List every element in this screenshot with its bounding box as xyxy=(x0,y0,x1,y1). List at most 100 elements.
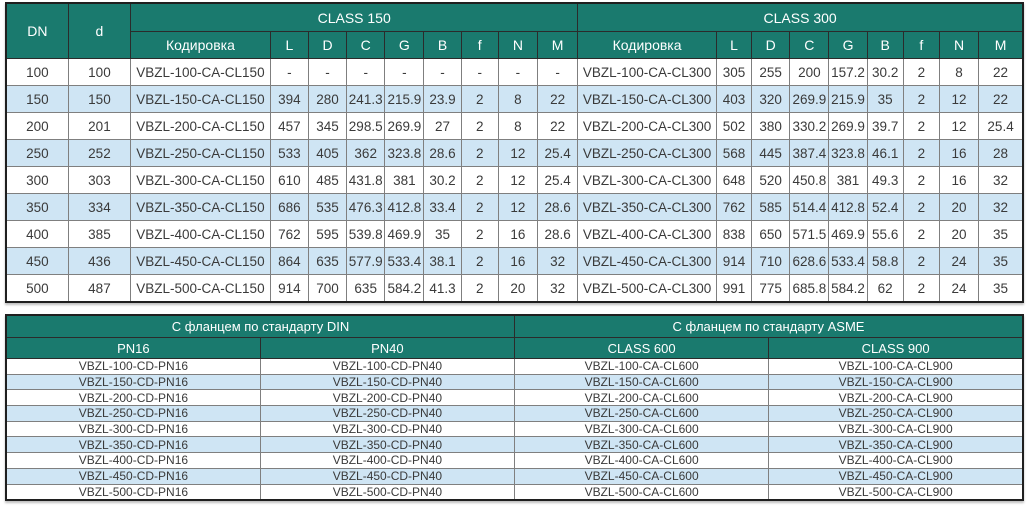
class300-value-cell: 269.9 xyxy=(789,85,830,113)
dimension-row: 300 303 VBZL-300-CA-CL150 610 485 431.8 381 30.… xyxy=(5,166,1024,194)
dimension-row: 400 385 VBZL-400-CA-CL150 762 595 539.8 469.9 3… xyxy=(5,220,1024,248)
class300-value-cell: 650 xyxy=(751,220,791,248)
dn-cell: 400 xyxy=(5,220,69,248)
class150-value-cell: - xyxy=(423,58,462,86)
class150-code-cell: VBZL-100-CA-CL150 xyxy=(130,58,271,86)
class150-value-cell: 2 xyxy=(460,85,499,113)
class300-D-header: D xyxy=(751,31,791,59)
class150-value-cell: 533.4 xyxy=(384,247,425,275)
flange-code-cell: VBZL-100-CA-CL600 xyxy=(513,358,770,375)
class150-value-cell: 635 xyxy=(346,274,386,303)
class300-code-header: Кодировка xyxy=(577,31,717,59)
class300-value-cell: 22 xyxy=(978,85,1024,113)
flange-code-cell: VBZL-300-CA-CL600 xyxy=(513,420,770,438)
class300-value-cell: 2 xyxy=(902,139,940,167)
dn-cell: 450 xyxy=(5,247,69,275)
class150-value-cell: 412.8 xyxy=(384,193,425,221)
class150-value-cell: 533 xyxy=(269,139,309,167)
class150-value-cell: 431.8 xyxy=(346,166,386,194)
class300-value-cell: 20 xyxy=(938,193,980,221)
flange-code-cell: VBZL-450-CD-PN40 xyxy=(259,467,516,485)
dn-column-header: DN xyxy=(5,2,69,59)
flange-code-cell: VBZL-300-CD-PN16 xyxy=(5,420,261,438)
flange-row: VBZL-400-CD-PN16 VBZL-400-CD-PN40 VBZL-400… xyxy=(5,452,1024,469)
class150-code-cell: VBZL-150-CA-CL150 xyxy=(130,85,271,113)
class300-code-cell: VBZL-350-CA-CL300 xyxy=(577,193,717,221)
flange-row: VBZL-100-CD-PN16 VBZL-100-CD-PN40 VBZL-100… xyxy=(5,358,1024,375)
class150-value-cell: 16 xyxy=(497,220,539,248)
d-cell: 436 xyxy=(67,247,132,275)
class150-value-cell: 25.4 xyxy=(536,166,579,194)
class300-value-cell: 12 xyxy=(938,85,980,113)
class300-value-cell: 52.4 xyxy=(866,193,904,221)
dn-cell: 500 xyxy=(5,274,69,303)
flange-code-cell: VBZL-200-CA-CL900 xyxy=(768,389,1024,407)
class300-value-cell: 914 xyxy=(715,247,753,275)
class300-code-cell: VBZL-200-CA-CL300 xyxy=(577,112,717,140)
class300-value-cell: 838 xyxy=(715,220,753,248)
flange-code-cell: VBZL-400-CA-CL900 xyxy=(768,452,1024,469)
class300-value-cell: 2 xyxy=(902,247,940,275)
class300-value-cell: 35 xyxy=(978,274,1024,303)
class150-value-cell: 2 xyxy=(460,139,499,167)
flange-code-cell: VBZL-250-CA-CL900 xyxy=(768,405,1024,422)
dimension-row: 150 150 VBZL-150-CA-CL150 394 280 241.3 215.9 2… xyxy=(5,85,1024,113)
class150-value-cell: 8 xyxy=(497,85,539,113)
class150-B-header: B xyxy=(423,31,462,59)
class150-value-cell: 539.8 xyxy=(346,220,386,248)
flange-row: VBZL-300-CD-PN16 VBZL-300-CD-PN40 VBZL-300… xyxy=(5,420,1024,438)
class300-value-cell: 320 xyxy=(751,85,791,113)
class300-value-cell: 991 xyxy=(715,274,753,303)
class150-value-cell: 8 xyxy=(497,112,539,140)
asme-group-header: С фланцем по стандарту ASME xyxy=(514,314,1024,338)
class150-value-cell: 345 xyxy=(307,112,348,140)
dimension-row: 250 252 VBZL-250-CA-CL150 533 405 362 323.8 28.… xyxy=(5,139,1024,167)
dn-cell: 100 xyxy=(5,58,69,86)
class150-value-cell: 394 xyxy=(269,85,309,113)
class150-value-cell: 2 xyxy=(460,274,499,303)
class300-value-cell: 387.4 xyxy=(789,139,830,167)
class150-value-cell: 457 xyxy=(269,112,309,140)
class150-value-cell: 32 xyxy=(536,274,579,303)
dimension-row: 450 436 VBZL-450-CA-CL150 864 635 577.9 533.4 3… xyxy=(5,247,1024,275)
class150-value-cell: 864 xyxy=(269,247,309,275)
class150-value-cell: 22 xyxy=(536,85,579,113)
flange-code-cell: VBZL-150-CA-CL900 xyxy=(768,373,1024,391)
class300-value-cell: 305 xyxy=(715,58,753,86)
flange-row: VBZL-150-CD-PN16 VBZL-150-CD-PN40 VBZL-150… xyxy=(5,373,1024,391)
class300-value-cell: 215.9 xyxy=(828,85,868,113)
class300-value-cell: 2 xyxy=(902,112,940,140)
class600-header: CLASS 600 xyxy=(513,337,770,359)
flange-code-cell: VBZL-450-CA-CL600 xyxy=(513,467,770,485)
class300-value-cell: 502 xyxy=(715,112,753,140)
class300-value-cell: 58.8 xyxy=(866,247,904,275)
class150-value-cell: 700 xyxy=(307,274,348,303)
flange-code-cell: VBZL-250-CA-CL600 xyxy=(513,405,770,422)
class300-code-cell: VBZL-400-CA-CL300 xyxy=(577,220,717,248)
d-cell: 252 xyxy=(67,139,132,167)
class150-value-cell: 535 xyxy=(307,193,348,221)
class300-value-cell: 568 xyxy=(715,139,753,167)
class150-code-header: Кодировка xyxy=(130,31,271,59)
d-cell: 150 xyxy=(67,85,132,113)
class300-code-cell: VBZL-450-CA-CL300 xyxy=(577,247,717,275)
class300-M-header: M xyxy=(978,31,1024,59)
d-cell: 201 xyxy=(67,112,132,140)
class150-code-cell: VBZL-400-CA-CL150 xyxy=(130,220,271,248)
class300-value-cell: 469.9 xyxy=(828,220,868,248)
class300-value-cell: 445 xyxy=(751,139,791,167)
class300-value-cell: 2 xyxy=(902,220,940,248)
class150-value-cell: - xyxy=(269,58,309,86)
class150-N-header: N xyxy=(497,31,539,59)
class300-value-cell: 22 xyxy=(978,58,1024,86)
class150-value-cell: 215.9 xyxy=(384,85,425,113)
d-cell: 303 xyxy=(67,166,132,194)
class900-header: CLASS 900 xyxy=(768,337,1024,359)
class300-value-cell: 24 xyxy=(938,274,980,303)
dn-cell: 200 xyxy=(5,112,69,140)
class150-G-header: G xyxy=(384,31,425,59)
class150-code-cell: VBZL-350-CA-CL150 xyxy=(130,193,271,221)
class300-value-cell: 775 xyxy=(751,274,791,303)
class300-value-cell: 520 xyxy=(751,166,791,194)
